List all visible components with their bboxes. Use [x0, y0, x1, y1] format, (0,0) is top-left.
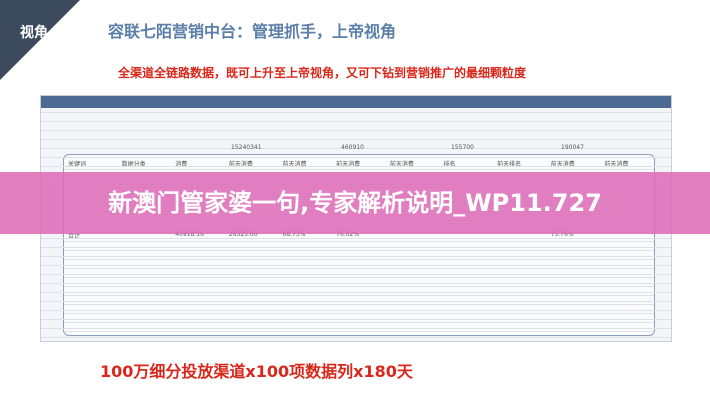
column-header: 数据分类 [121, 161, 146, 168]
column-header: 前天消费 [389, 161, 414, 168]
row-line [41, 112, 671, 113]
row-line [64, 295, 654, 296]
tab-bar [41, 96, 671, 108]
row-line [64, 313, 654, 314]
column-header: 排名 [443, 161, 456, 168]
total-cell: 76.02% [336, 231, 360, 238]
row-line [41, 292, 671, 293]
row-line [41, 247, 671, 248]
top-cell: 15240341 [231, 144, 262, 151]
subtitle: 全渠道全链路数据，既可上升至上帝视角，又可下钻到营销推广的最细颗粒度 [118, 66, 527, 80]
row-line [64, 331, 654, 332]
total-cell: 26325.00 [228, 231, 258, 238]
row-line [64, 250, 654, 251]
row-line [41, 265, 671, 266]
column-header: 前天消费 [282, 161, 307, 168]
column-header: 前天消费 [604, 161, 629, 168]
row-line [41, 148, 671, 149]
column-header: 前天消费 [228, 161, 253, 168]
row-line [64, 268, 654, 269]
row-line [41, 328, 671, 329]
row-line [41, 310, 671, 311]
row-line [41, 139, 671, 140]
row-line [41, 301, 671, 302]
row-line [41, 337, 671, 338]
corner-shape [0, 0, 80, 80]
title: 容联七陌营销中台：管理抓手，上帝视角 [108, 22, 397, 41]
column-header: 前天排名 [497, 161, 522, 168]
row-line [64, 259, 654, 260]
row-line [41, 256, 671, 257]
row-line [64, 277, 654, 278]
row-line [41, 157, 671, 158]
row-line [41, 121, 671, 122]
row-line [64, 322, 654, 323]
footer: 100万细分投放渠道x100项数据列x180天 [100, 362, 413, 381]
row-line [41, 238, 671, 239]
top-cell: 460910 [341, 144, 364, 151]
row-line [64, 169, 654, 170]
corner-label: 视角 [20, 25, 48, 41]
row-line [41, 130, 671, 131]
column-header: 前天消费 [336, 161, 361, 168]
banner: 新澳门管家婆一句,专家解析说明_WP11.727 [0, 172, 710, 234]
row-line [64, 304, 654, 305]
top-cell: 190047 [561, 144, 584, 151]
row-line [41, 166, 671, 167]
total-cell: 40918.16 [175, 231, 204, 238]
top-cell: 155700 [451, 144, 474, 151]
row-line [41, 274, 671, 275]
total-cell: 合计 [68, 233, 81, 240]
column-header: 消费 [175, 161, 188, 168]
total-cell: 68.73% [282, 231, 306, 238]
total-cell: 75.76% [550, 231, 574, 238]
row-line [41, 283, 671, 284]
row-line [41, 319, 671, 320]
row-line [64, 241, 654, 242]
column-header: 前天消费 [550, 161, 575, 168]
column-header: 关键词 [68, 161, 87, 168]
row-line [64, 286, 654, 287]
